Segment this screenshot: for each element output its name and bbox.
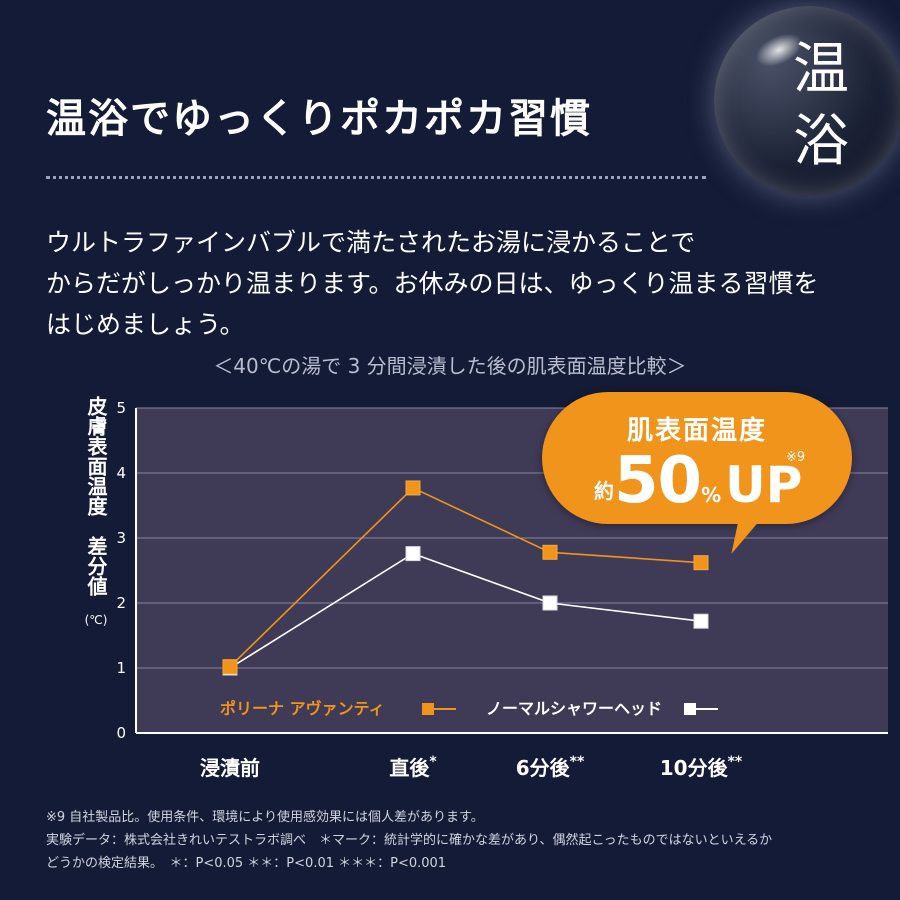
footnote-line: ※9 自社製品比。使用条件、環境により使用感効果には個人差があります。 (46, 810, 484, 825)
data-point (542, 595, 558, 611)
callout-note: ※9 (786, 450, 806, 465)
data-point (405, 546, 421, 562)
footnotes: ※9 自社製品比。使用条件、環境により使用感効果には個人差があります。 実験デー… (46, 806, 876, 875)
significance-mark: ** (570, 754, 585, 770)
legend-marker (684, 703, 696, 715)
callout-suffix: UP (725, 456, 803, 514)
intro-line: ウルトラファインバブルで満たされたお湯に浸かることで (46, 228, 696, 257)
x-tick-label: 10分後** (660, 754, 743, 780)
onyoku-badge: 温浴 (714, 6, 900, 196)
legend-marker (422, 703, 434, 715)
y-tick-label: 0 (116, 724, 126, 742)
x-tick-label: 浸漬前 (200, 756, 260, 780)
series-line (229, 486, 702, 668)
dotted-divider (46, 176, 706, 179)
intro-line: はじめましょう。 (46, 310, 245, 339)
callout-label: 肌表面温度 (626, 416, 767, 446)
legend-label: ノーマルシャワーヘッド (486, 699, 662, 718)
y-tick-label: 4 (116, 464, 126, 482)
y-tick-label: 2 (116, 594, 126, 612)
y-tick-label: 1 (116, 659, 126, 677)
data-point (405, 480, 421, 496)
callout-percent: % (701, 483, 722, 507)
callout-number: 50 (614, 444, 702, 518)
intro-line: からだがしっかり温まります。お休みの日は、ゆっくり温まる習慣を (46, 269, 819, 298)
badge-text: 温浴 (793, 37, 849, 174)
data-point (222, 659, 238, 675)
callout-prefix: 約 (594, 479, 614, 503)
intro-text: ウルトラファインバブルで満たされたお湯に浸かることで からだがしっかり温まります… (46, 222, 846, 345)
data-point (542, 544, 558, 560)
callout-bubble: 肌表面温度 約50%UP ※9 (542, 392, 852, 524)
series-line (229, 552, 702, 669)
legend-label: ポリーナ アヴァンティ (220, 699, 385, 718)
y-tick-label: 5 (116, 399, 126, 417)
x-tick-label: 6分後** (516, 754, 585, 780)
data-point (693, 613, 709, 629)
y-axis-unit: (℃) (85, 613, 108, 627)
x-tick-label: 直後* (389, 754, 437, 780)
y-tick-label: 3 (116, 529, 126, 547)
significance-mark: * (429, 754, 437, 770)
data-point (693, 555, 709, 571)
significance-mark: ** (728, 754, 743, 770)
footnote-line: 実験データ：株式会社きれいテストラボ調べ ＊マーク：統計学的に確かな差があり、偶… (46, 833, 773, 848)
callout-value: 約50%UP (594, 444, 802, 518)
y-axis-label: 皮膚表面温度 差分値 (84, 395, 108, 596)
footnote-line: どうかの検定結果。 ＊：P<0.05 ＊＊：P<0.01 ＊＊＊：P<0.001 (46, 856, 447, 871)
page-title: 温浴でゆっくりポカポカ習慣 (46, 96, 592, 142)
chart-title: ＜40℃の湯で 3 分間浸漬した後の肌表面温度比較＞ (213, 354, 687, 378)
